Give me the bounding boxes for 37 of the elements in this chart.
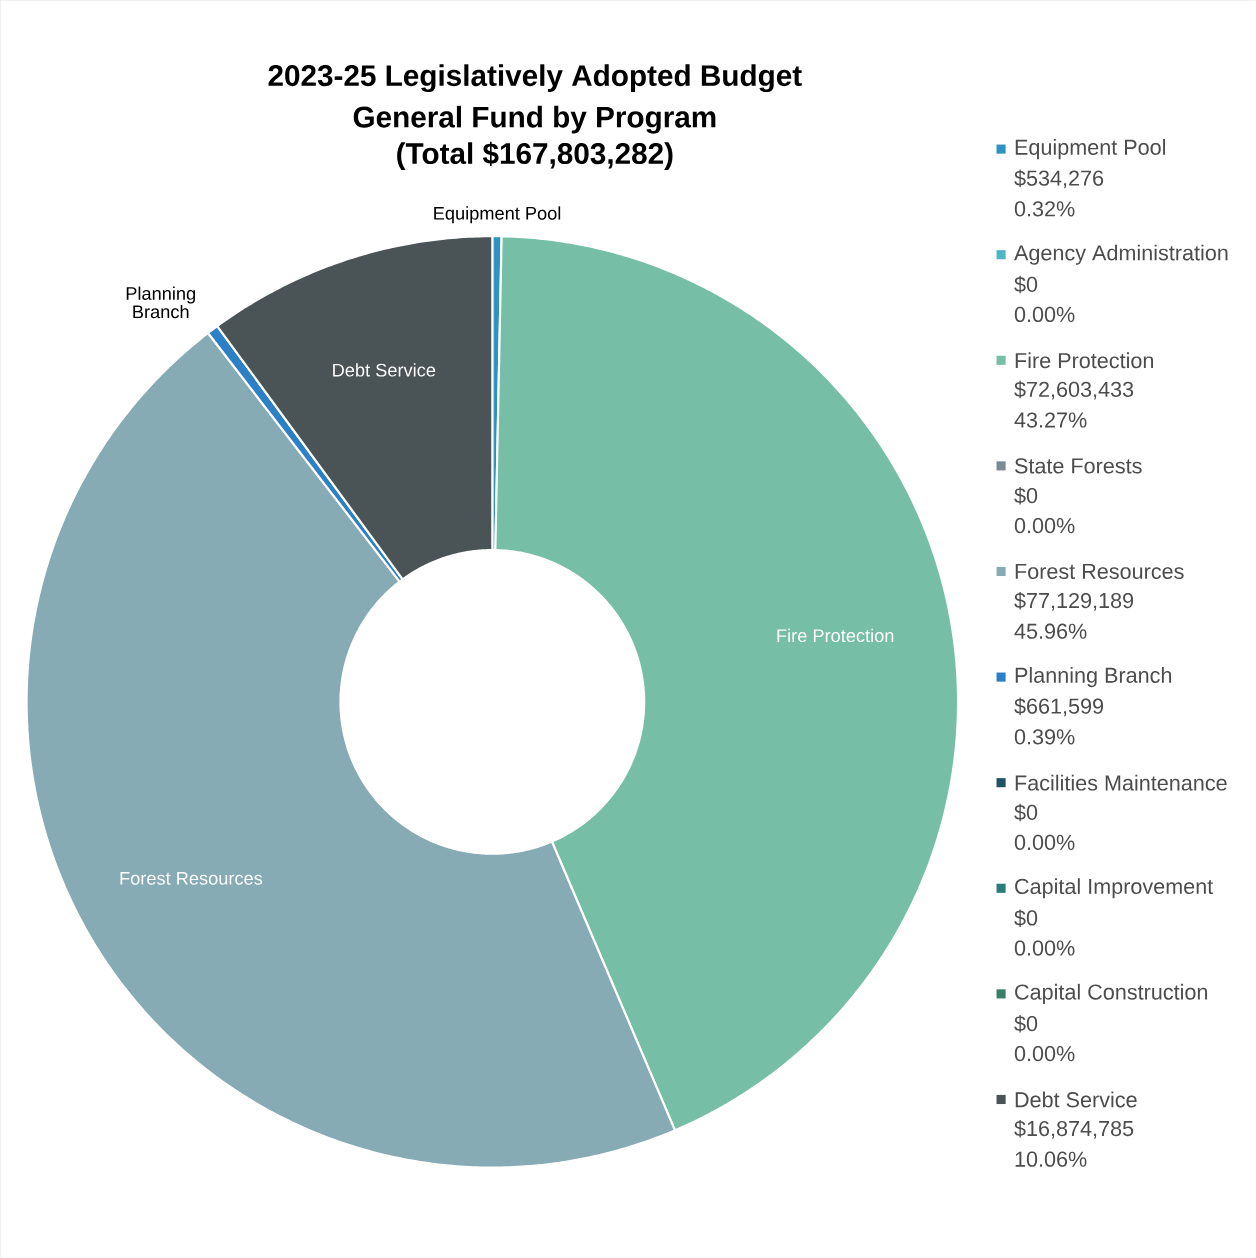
legend-label: Planning Branch: [1015, 667, 1172, 688]
legend-label: State Forests: [1014, 458, 1142, 474]
text: $0: [1014, 1015, 1038, 1033]
data-label: $661,599: [1014, 697, 1104, 717]
text: 0.00%: [1014, 940, 1075, 956]
legend-label: Capital Construction: [1015, 983, 1208, 1004]
text: $0: [1014, 909, 1038, 927]
chart-subtitle: General Fund by Program (Total $167,803,282): [353, 105, 716, 170]
legend-label: Fire Protection: [1015, 352, 1154, 369]
text: 0.00%: [1014, 1045, 1075, 1062]
slice-label: Forest Resources: [120, 872, 263, 885]
data-label: $534,276: [1014, 169, 1104, 189]
legend-label: Debt Service: [1015, 1091, 1137, 1108]
slice-label: Fire Protection: [777, 628, 894, 643]
legend-label: Equipment Pool: [1015, 139, 1166, 160]
text: 43.27%: [1014, 412, 1087, 428]
text: 0.00%: [1014, 306, 1075, 323]
legend-label: Agency Administration: [1014, 244, 1228, 265]
slice-label: Planning Branch: [126, 286, 196, 319]
text: 45.96%: [1014, 623, 1087, 639]
slice-label: Equipment Pool: [434, 206, 561, 224]
text: 0.32%: [1014, 201, 1075, 217]
legend-label: Facilities Maintenance: [1015, 774, 1227, 791]
text: $0: [1014, 803, 1038, 822]
text: 0.00%: [1014, 517, 1075, 534]
slice-label: Debt Service: [333, 363, 436, 377]
text: $0: [1014, 275, 1038, 294]
legend-label: Forest Resources: [1015, 563, 1184, 580]
text: 0.00%: [1014, 834, 1075, 851]
data-label: $77,129,189: [1014, 591, 1134, 611]
data-label: $16,874,785: [1014, 1119, 1134, 1139]
chart-title: 2023-25 Legislatively Adopted Budget: [268, 64, 802, 93]
data-label: $72,603,433: [1014, 380, 1134, 400]
text: 0.39%: [1014, 729, 1075, 745]
text: 10.06%: [1015, 1151, 1087, 1167]
text: $0: [1014, 487, 1038, 505]
legend-label: Capital Improvement: [1015, 878, 1214, 899]
